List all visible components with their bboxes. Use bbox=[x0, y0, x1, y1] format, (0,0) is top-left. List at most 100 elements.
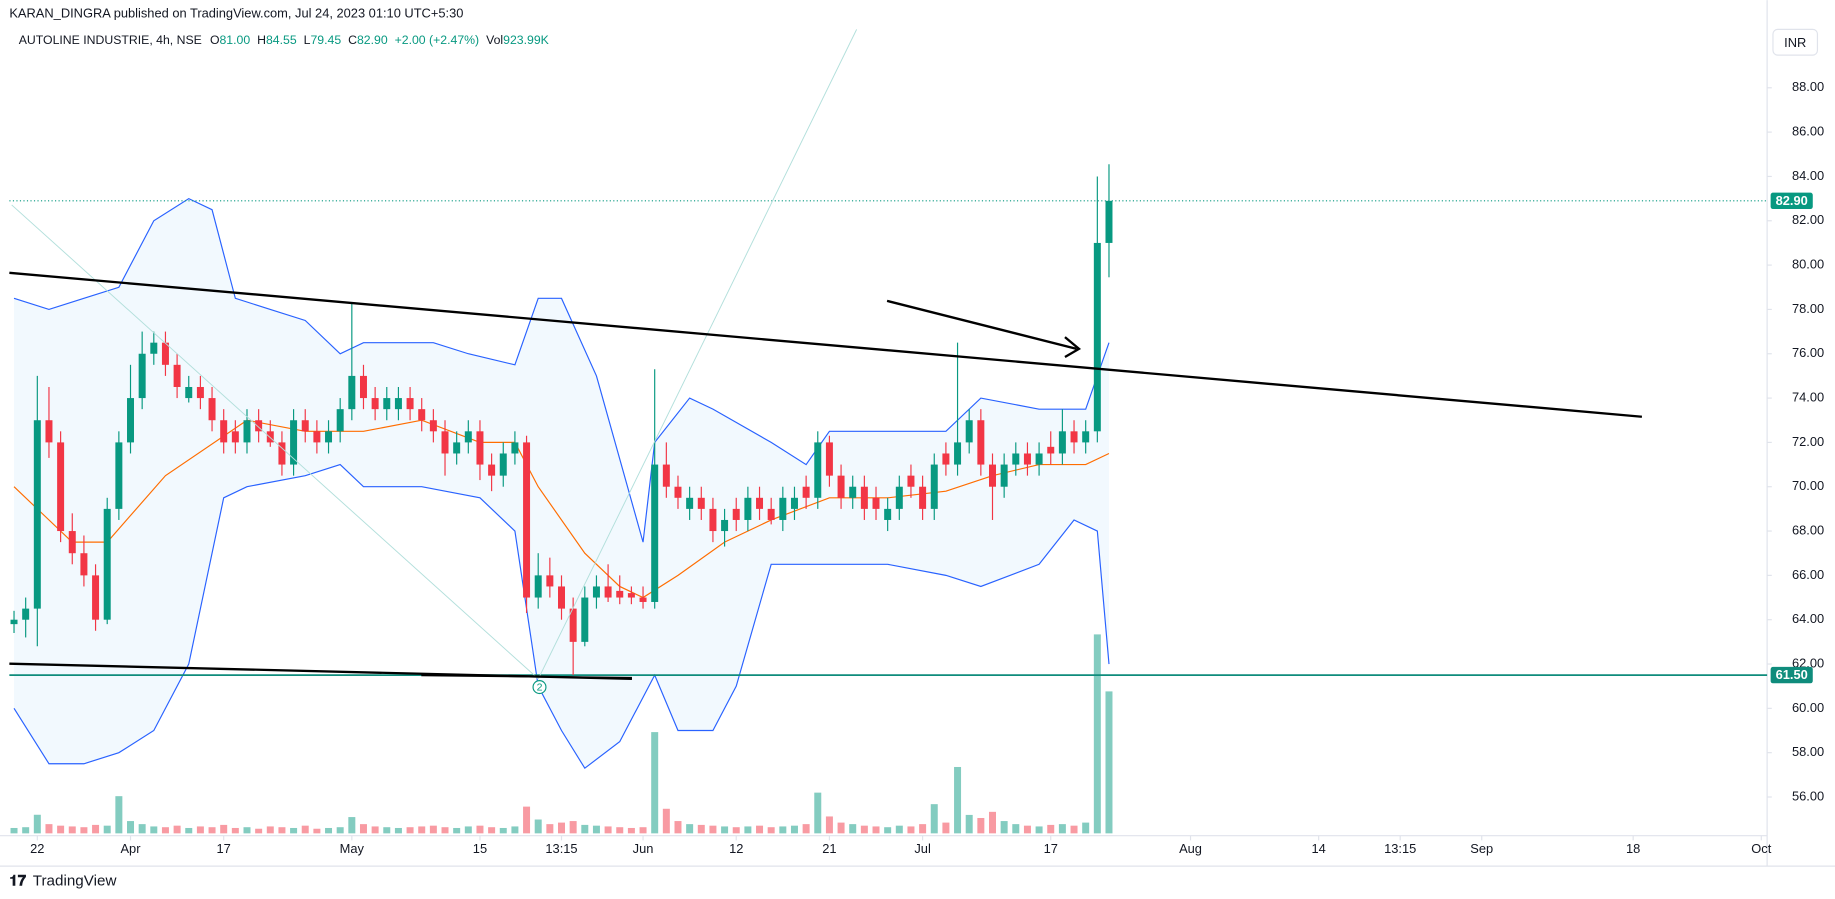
volume-bar bbox=[849, 824, 857, 834]
indicator-line bbox=[13, 463, 1110, 770]
volume-bar bbox=[499, 827, 507, 834]
volume-bar bbox=[1070, 825, 1078, 834]
y-tick-label: 80.00 bbox=[1792, 257, 1824, 272]
volume-bar bbox=[581, 824, 589, 834]
volume-bar bbox=[57, 825, 65, 834]
candle-body bbox=[33, 420, 41, 609]
y-tick-label: 62.00 bbox=[1792, 655, 1824, 670]
candle-body bbox=[383, 398, 391, 410]
candle-body bbox=[115, 442, 123, 509]
volume-bar bbox=[942, 822, 950, 834]
candle-body bbox=[255, 420, 263, 432]
volume-bar bbox=[697, 824, 705, 834]
candle-body bbox=[371, 398, 379, 410]
annotation: 2 bbox=[537, 681, 543, 693]
x-tick-label: Jul bbox=[914, 841, 930, 856]
legend-key: L bbox=[304, 33, 311, 47]
volume-bar bbox=[115, 796, 123, 834]
candle-body bbox=[290, 420, 298, 465]
fib-line bbox=[11, 204, 539, 680]
volume-bar bbox=[989, 811, 996, 834]
candle-body bbox=[872, 497, 880, 509]
x-tick-label: 18 bbox=[1626, 841, 1640, 856]
candle-body bbox=[627, 593, 635, 598]
candle-body bbox=[266, 431, 274, 443]
currency: INR bbox=[1784, 35, 1806, 50]
legend-value: 81.00 bbox=[219, 33, 250, 47]
volume-bar bbox=[453, 827, 461, 834]
y-tick-label: 84.00 bbox=[1792, 168, 1824, 183]
volume-bar bbox=[732, 827, 740, 834]
y-tick-label: 72.00 bbox=[1792, 434, 1824, 449]
legend-value: 79.45 bbox=[310, 33, 341, 47]
volume-bar bbox=[616, 827, 624, 834]
y-tick-label: 78.00 bbox=[1792, 301, 1824, 316]
volume-bar bbox=[278, 827, 286, 834]
candle-body bbox=[907, 475, 915, 487]
y-tick-label: 76.00 bbox=[1792, 345, 1824, 360]
candle-body bbox=[732, 508, 740, 520]
candle-body bbox=[499, 453, 507, 476]
y-tick-label: 58.00 bbox=[1792, 744, 1824, 759]
volume-bar bbox=[756, 825, 764, 834]
volume-bar bbox=[185, 827, 193, 834]
candle-body bbox=[965, 420, 973, 443]
candle-body bbox=[534, 575, 542, 598]
volume-bar bbox=[790, 825, 798, 834]
candle-body bbox=[196, 386, 204, 399]
volume-bar bbox=[243, 827, 251, 834]
volume-bar bbox=[569, 821, 577, 834]
volume-bar bbox=[208, 827, 216, 834]
annotation-circle bbox=[532, 680, 547, 695]
volume-bar bbox=[80, 827, 88, 834]
volume-bar bbox=[523, 806, 531, 834]
candle-body bbox=[1058, 431, 1066, 454]
candle-body bbox=[639, 597, 647, 602]
legend-key: C bbox=[348, 33, 357, 47]
x-tick-label: 22 bbox=[30, 841, 44, 856]
volume-bar bbox=[441, 827, 449, 834]
y-tick-label: 66.00 bbox=[1792, 567, 1824, 582]
candle-body bbox=[488, 464, 496, 476]
arrow-head bbox=[1064, 336, 1082, 359]
candle-body bbox=[977, 420, 985, 465]
candle-body bbox=[697, 497, 705, 509]
candle-body bbox=[1000, 464, 1008, 487]
legend-key: H bbox=[257, 33, 266, 47]
candle-body bbox=[278, 442, 286, 465]
volume-bar bbox=[872, 826, 880, 834]
x-tick-label: 17 bbox=[1044, 841, 1058, 856]
fib-line bbox=[537, 29, 858, 680]
volume-bar bbox=[429, 825, 437, 834]
price-label: 82.90 bbox=[1776, 193, 1808, 208]
candle-body bbox=[243, 420, 251, 443]
candle-body bbox=[825, 442, 833, 476]
volume-bar bbox=[1058, 824, 1066, 834]
candle-body bbox=[103, 508, 111, 620]
volume-bar bbox=[1023, 825, 1031, 834]
x-tick-label: Jun bbox=[633, 841, 654, 856]
volume-bar bbox=[92, 824, 100, 834]
candle-body bbox=[814, 442, 822, 498]
candle-body bbox=[895, 486, 903, 509]
volume-bar bbox=[1082, 822, 1090, 834]
indicator-line bbox=[13, 419, 1110, 599]
volume-bar bbox=[907, 826, 915, 834]
currency-button[interactable] bbox=[1772, 28, 1819, 56]
legend-key: Vol bbox=[486, 33, 503, 47]
candle-body bbox=[313, 431, 321, 443]
volume-bar bbox=[1093, 634, 1101, 834]
volume-bar bbox=[231, 827, 239, 834]
candle-body bbox=[1012, 453, 1020, 465]
candle-body bbox=[604, 586, 612, 598]
candle-body bbox=[406, 398, 414, 410]
y-tick-label: 82.00 bbox=[1792, 212, 1824, 227]
candle-body bbox=[429, 420, 437, 432]
candle-body bbox=[80, 553, 88, 576]
candle-body bbox=[336, 409, 344, 432]
candle-body bbox=[849, 486, 857, 498]
x-tick-label: May bbox=[340, 841, 365, 856]
